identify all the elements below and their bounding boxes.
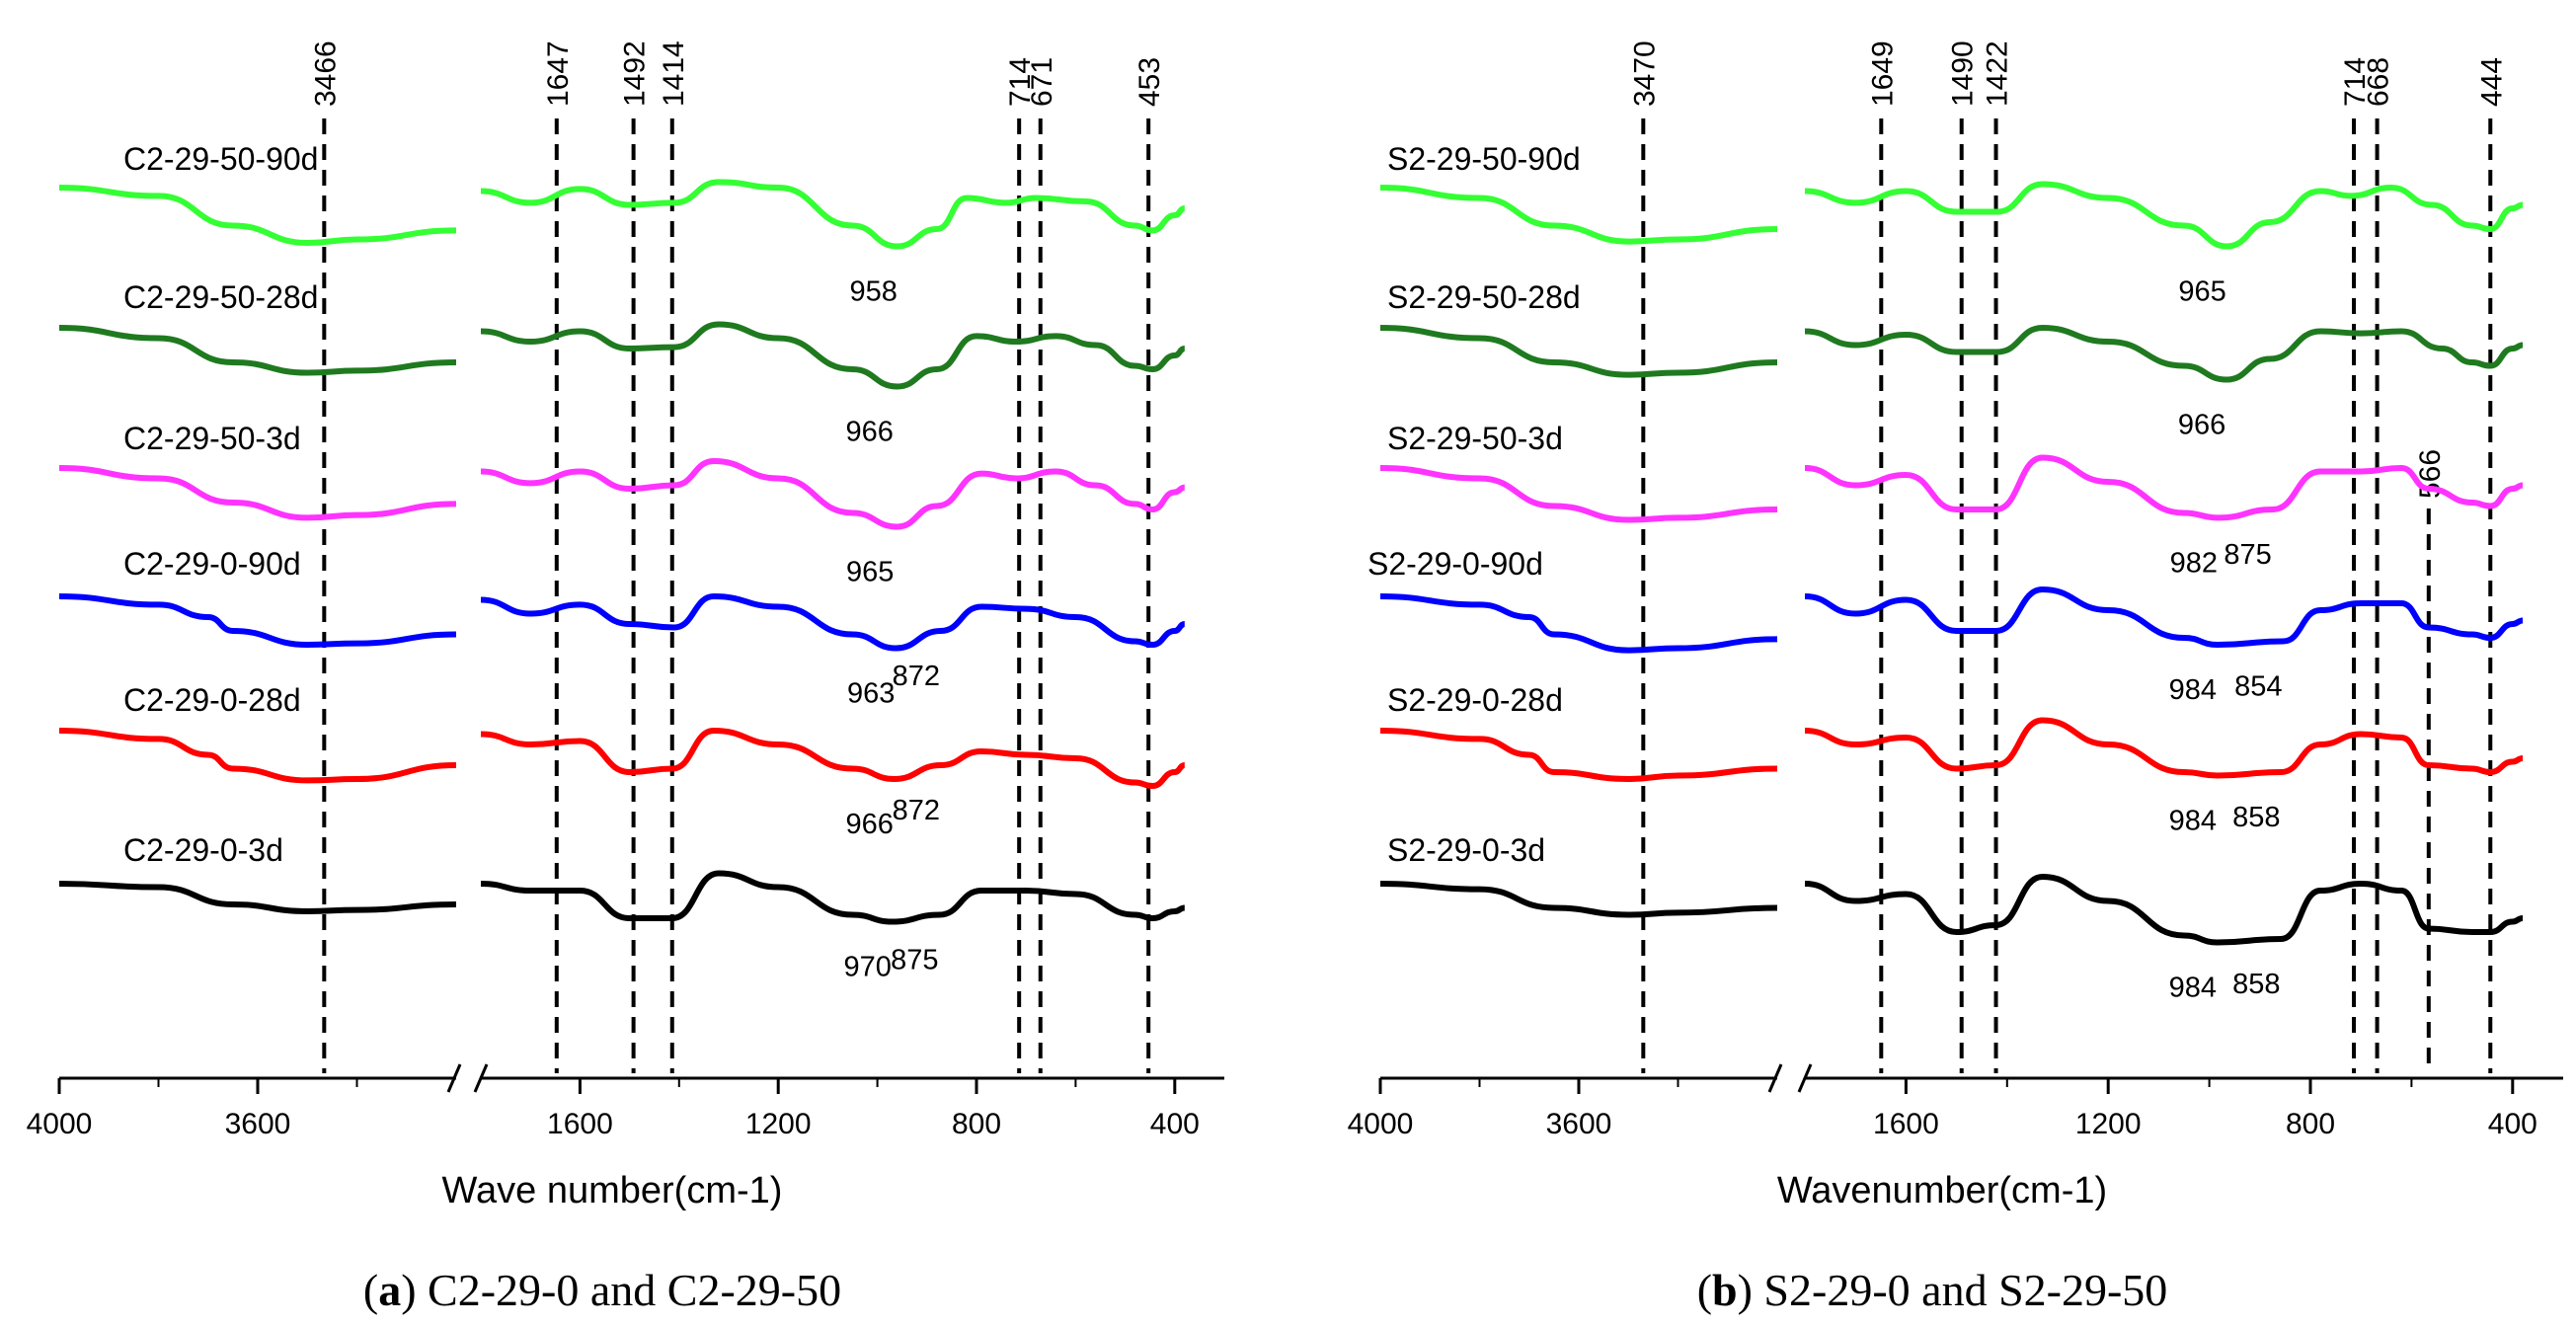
series-label: C2-29-50-3d	[123, 421, 301, 456]
series-line-left-S2-29-50-28d	[1379, 325, 1778, 378]
peak-label: 958	[849, 276, 897, 308]
series-line-right-C2-29-50-28d	[480, 321, 1186, 390]
reference-line-label: 453	[1133, 57, 1166, 107]
axis-break-mark	[1797, 1063, 1813, 1093]
x-tick-label: 4000	[1348, 1108, 1414, 1140]
series-line-right-C2-29-0-3d	[480, 870, 1186, 925]
x-tick-label: 4000	[27, 1108, 93, 1140]
series-line-right-S2-29-50-3d	[1804, 454, 2524, 521]
panel-caption: (b) S2-29-0 and S2-29-50	[1697, 1265, 2168, 1315]
x-tick-label: 800	[952, 1108, 1001, 1140]
panel-letter: b	[1712, 1265, 1738, 1315]
caption-paren: (	[1697, 1265, 1712, 1315]
x-tick-label: 1200	[745, 1108, 812, 1140]
series-line-right-C2-29-0-90d	[480, 593, 1186, 652]
chart-panel-b: 4000 3600 1600 1200 800 400 Wavenumber(cm-1) 34…	[1348, 40, 2563, 1315]
reference-line-label: 714	[2339, 57, 2372, 107]
series-line-left-C2-29-50-90d	[58, 185, 457, 246]
series-label: S2-29-50-28d	[1387, 279, 1581, 315]
x-axis-label: Wavenumber(cm-1)	[1777, 1170, 2107, 1211]
series-label: S2-29-50-3d	[1387, 421, 1563, 456]
x-axis-label: Wave number(cm-1)	[442, 1170, 783, 1211]
caption-text: ) S2-29-0 and S2-29-50	[1738, 1265, 2168, 1315]
series-line-right-S2-29-0-90d	[1804, 586, 2524, 648]
x-tick-label: 1600	[547, 1108, 613, 1140]
reference-line-label: 3466	[309, 40, 342, 107]
reference-line-label: 668	[2363, 57, 2395, 107]
x-tick-label: 1200	[2075, 1108, 2142, 1140]
reference-line-label: 1647	[542, 40, 575, 107]
peak-label: 872	[893, 795, 940, 826]
series-line-right-S2-29-50-90d	[1804, 181, 2524, 250]
series-label: C2-29-0-28d	[123, 682, 301, 718]
series-label: C2-29-0-3d	[123, 832, 283, 868]
series-label: C2-29-0-90d	[123, 546, 301, 582]
x-tick-label: 3600	[1546, 1108, 1612, 1140]
series-line-right-C2-29-50-90d	[480, 179, 1186, 250]
peak-label: 966	[845, 809, 893, 840]
peak-label: 858	[2232, 969, 2280, 1000]
peak-label: 966	[845, 417, 893, 448]
panel-caption: (a) C2-29-0 and C2-29-50	[363, 1265, 841, 1315]
series-label: C2-29-50-90d	[123, 141, 318, 177]
axis-break-mark	[473, 1063, 489, 1093]
series-line-left-S2-29-0-90d	[1379, 593, 1778, 654]
peak-label: 963	[847, 678, 895, 710]
series-line-right-C2-29-0-28d	[480, 728, 1186, 789]
series-line-left-C2-29-0-28d	[58, 728, 457, 784]
reference-line-label: 1414	[658, 40, 690, 107]
axis-break-mark	[1767, 1063, 1783, 1093]
series-label: S2-29-50-90d	[1387, 141, 1581, 177]
peak-label: 970	[843, 952, 891, 983]
series-line-left-S2-29-50-3d	[1379, 465, 1778, 523]
x-tick-label: 800	[2286, 1108, 2335, 1140]
series-label: C2-29-50-28d	[123, 279, 318, 315]
series-line-left-S2-29-0-3d	[1379, 881, 1778, 918]
peak-label: 984	[2169, 674, 2217, 706]
series-line-left-C2-29-50-3d	[58, 465, 457, 521]
series-line-left-C2-29-50-28d	[58, 325, 457, 376]
series-line-left-S2-29-0-28d	[1379, 728, 1778, 782]
reference-line-label: 1490	[1947, 40, 1980, 107]
reference-line-label: 1492	[619, 40, 652, 107]
reference-line-label: 671	[1026, 57, 1058, 107]
reference-line-label: 3470	[1628, 40, 1661, 107]
x-tick-label: 1600	[1873, 1108, 1939, 1140]
reference-line-label: 714	[1004, 57, 1037, 107]
peak-label: 984	[2169, 973, 2217, 1004]
axis-break-mark	[446, 1063, 462, 1093]
series-label: S2-29-0-3d	[1387, 832, 1545, 868]
reference-line-label: 444	[2475, 57, 2508, 107]
series-label: S2-29-0-90d	[1367, 546, 1543, 582]
series-line-left-S2-29-50-90d	[1379, 185, 1778, 245]
chart-panel-a: 4000 3600 1600 1200 800 400 Wave number(cm-1) 3…	[27, 40, 1224, 1315]
x-tick-label: 400	[2488, 1108, 2537, 1140]
series-line-right-S2-29-0-28d	[1804, 717, 2524, 779]
peak-label: 858	[2232, 802, 2280, 833]
series-line-left-C2-29-0-3d	[58, 881, 457, 914]
peak-label: 965	[2178, 276, 2225, 308]
x-tick-label: 3600	[225, 1108, 291, 1140]
caption-text: ) C2-29-0 and C2-29-50	[401, 1265, 841, 1315]
series-line-right-S2-29-50-28d	[1804, 325, 2524, 383]
peak-label: 854	[2234, 671, 2282, 703]
series-line-right-C2-29-50-3d	[480, 458, 1186, 530]
reference-line-label: 1422	[1982, 40, 2014, 107]
series-line-right-S2-29-0-3d	[1804, 874, 2524, 946]
series-label: S2-29-0-28d	[1387, 682, 1563, 718]
peak-label: 982	[2170, 547, 2218, 579]
peak-label: 872	[893, 661, 940, 692]
peak-label: 875	[2224, 539, 2271, 571]
panel-letter: a	[378, 1265, 401, 1315]
peak-label: 984	[2169, 806, 2217, 837]
peak-label: 875	[891, 945, 938, 976]
peak-label: 966	[2178, 410, 2225, 441]
caption-paren: (	[363, 1265, 378, 1315]
reference-line-label: 1649	[1866, 40, 1899, 107]
x-tick-label: 400	[1150, 1108, 1200, 1140]
peak-label: 965	[846, 557, 894, 588]
series-line-left-C2-29-0-90d	[58, 593, 457, 648]
